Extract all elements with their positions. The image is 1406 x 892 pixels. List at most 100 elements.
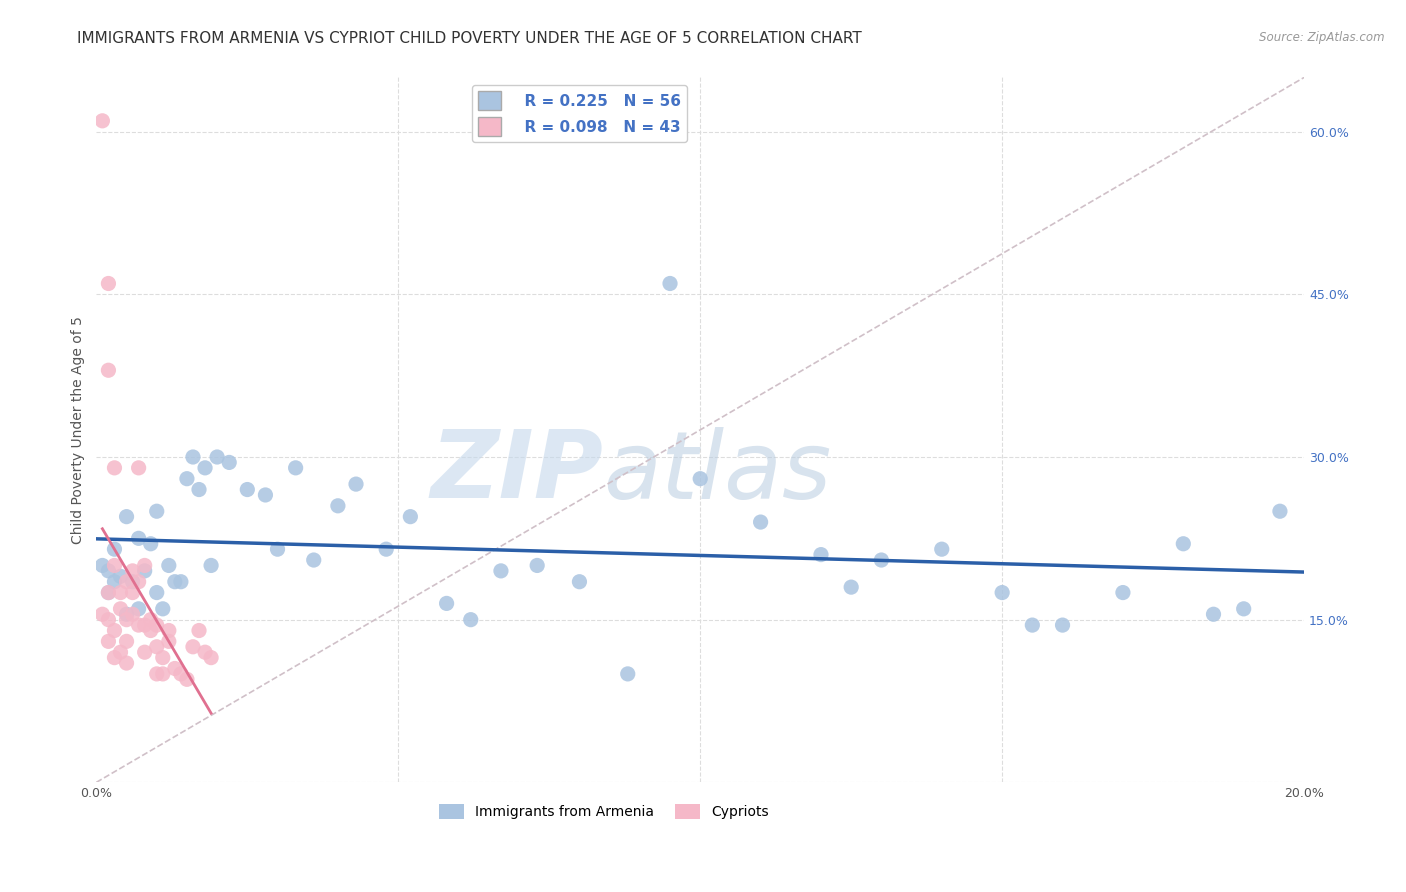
Point (97, 634, 120, 648)
Point (266, 542, 288, 557)
Point (1021, 618, 1043, 632)
Point (194, 645, 217, 659)
Point (194, 460, 217, 475)
Point (1268, 504, 1291, 518)
Point (145, 640, 167, 654)
Legend: Immigrants from Armenia, Cypriots: Immigrants from Armenia, Cypriots (433, 799, 773, 825)
Point (103, 558, 125, 573)
Point (103, 624, 125, 638)
Point (134, 645, 156, 659)
Point (97, 363, 120, 377)
Point (489, 564, 512, 578)
Point (1052, 618, 1074, 632)
Point (110, 602, 132, 616)
Point (97, 564, 120, 578)
Text: Source: ZipAtlas.com: Source: ZipAtlas.com (1260, 31, 1385, 45)
Point (157, 624, 180, 638)
Point (749, 515, 772, 529)
Point (176, 472, 198, 486)
Point (128, 602, 150, 616)
Point (115, 607, 138, 622)
Point (163, 661, 186, 675)
Point (145, 585, 167, 599)
Point (145, 666, 167, 681)
Point (157, 634, 180, 648)
Point (170, 666, 193, 681)
Text: ZIP: ZIP (430, 426, 603, 518)
Point (302, 553, 325, 567)
Point (139, 613, 162, 627)
Point (97, 613, 120, 627)
Point (659, 277, 682, 291)
Point (134, 618, 156, 632)
Point (97, 585, 120, 599)
Point (139, 537, 162, 551)
Point (568, 574, 591, 589)
Point (91, 113, 114, 128)
Point (205, 450, 228, 464)
Point (103, 650, 125, 665)
Point (139, 624, 162, 638)
Point (200, 558, 222, 573)
Point (254, 488, 277, 502)
Point (344, 477, 367, 491)
Point (526, 558, 548, 573)
Point (870, 553, 893, 567)
Point (115, 634, 138, 648)
Point (121, 574, 143, 589)
Point (110, 569, 132, 583)
Point (115, 613, 138, 627)
Point (91, 558, 114, 573)
Point (399, 509, 422, 524)
Point (170, 574, 193, 589)
Point (152, 666, 174, 681)
Point (97, 585, 120, 599)
Point (1112, 585, 1135, 599)
Point (128, 574, 150, 589)
Point (128, 460, 150, 475)
Point (460, 613, 482, 627)
Point (236, 483, 259, 497)
Text: atlas: atlas (603, 426, 832, 517)
Point (121, 585, 143, 599)
Point (1202, 607, 1225, 622)
Point (931, 542, 953, 557)
Point (839, 580, 862, 594)
Point (121, 607, 143, 622)
Point (134, 564, 156, 578)
Point (115, 656, 138, 670)
Point (103, 574, 125, 589)
Point (188, 624, 211, 638)
Point (128, 618, 150, 632)
Point (1173, 537, 1195, 551)
Point (991, 585, 1014, 599)
Point (176, 673, 198, 687)
Point (375, 542, 398, 557)
Point (689, 472, 711, 486)
Point (152, 602, 174, 616)
Point (103, 460, 125, 475)
Point (91, 607, 114, 622)
Point (110, 645, 132, 659)
Point (152, 650, 174, 665)
Point (1233, 602, 1256, 616)
Point (157, 558, 180, 573)
Text: IMMIGRANTS FROM ARMENIA VS CYPRIOT CHILD POVERTY UNDER THE AGE OF 5 CORRELATION : IMMIGRANTS FROM ARMENIA VS CYPRIOT CHILD… (77, 31, 862, 46)
Y-axis label: Child Poverty Under the Age of 5: Child Poverty Under the Age of 5 (72, 316, 86, 544)
Point (128, 532, 150, 546)
Point (188, 483, 211, 497)
Point (284, 460, 307, 475)
Point (616, 666, 638, 681)
Point (436, 596, 458, 610)
Point (181, 640, 204, 654)
Point (121, 564, 143, 578)
Point (145, 504, 167, 518)
Point (163, 574, 186, 589)
Point (115, 574, 138, 589)
Point (181, 450, 204, 464)
Point (145, 618, 167, 632)
Point (110, 585, 132, 599)
Point (103, 542, 125, 557)
Point (134, 558, 156, 573)
Point (810, 548, 832, 562)
